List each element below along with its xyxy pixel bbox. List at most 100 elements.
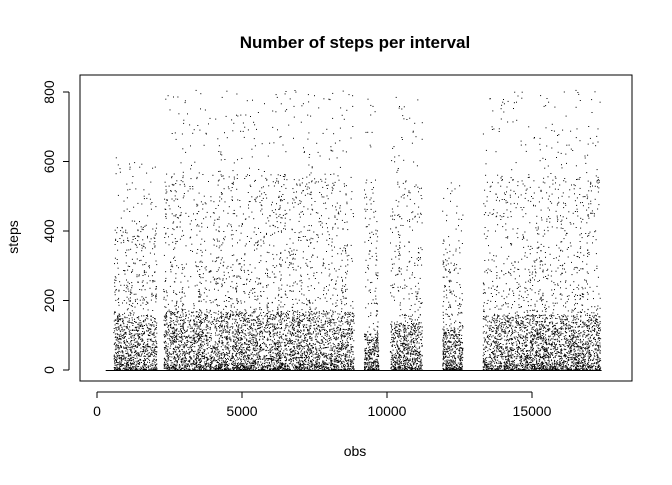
data-point [238, 340, 239, 341]
data-point [135, 334, 136, 335]
data-point [351, 362, 352, 363]
data-point [335, 311, 336, 312]
data-point [264, 330, 265, 331]
data-point [117, 227, 118, 228]
data-point [227, 326, 228, 327]
data-point [291, 334, 292, 335]
data-point [173, 351, 174, 352]
data-point [178, 359, 179, 360]
data-point [319, 363, 320, 364]
data-point [232, 364, 233, 365]
data-point [132, 357, 133, 358]
data-point [266, 355, 267, 356]
data-point [254, 320, 255, 321]
data-point [114, 369, 115, 370]
data-point [253, 312, 254, 313]
data-point [259, 355, 260, 356]
data-point [292, 365, 293, 366]
data-point [141, 355, 142, 356]
data-point [352, 361, 353, 362]
data-point [261, 324, 262, 325]
data-point [335, 359, 336, 360]
data-point [349, 357, 350, 358]
data-point [285, 353, 286, 354]
data-point [119, 305, 120, 306]
data-point [195, 326, 196, 327]
data-point [314, 328, 315, 329]
data-point [187, 337, 188, 338]
data-point [194, 339, 195, 340]
data-point [306, 335, 307, 336]
data-point [114, 343, 115, 344]
data-point [347, 366, 348, 367]
data-point [129, 345, 130, 346]
data-point [323, 337, 324, 338]
data-point [128, 367, 129, 368]
data-point [334, 333, 335, 334]
data-point [324, 324, 325, 325]
data-point [313, 332, 314, 333]
data-point [209, 370, 210, 371]
data-point [193, 364, 194, 365]
data-point [285, 345, 286, 346]
data-point [151, 209, 152, 210]
data-point [330, 367, 331, 368]
data-point [217, 356, 218, 357]
data-point [204, 362, 205, 363]
data-point [211, 317, 212, 318]
data-point [289, 318, 290, 319]
data-point [154, 247, 155, 248]
data-point [193, 355, 194, 356]
data-point [345, 349, 346, 350]
data-point [181, 362, 182, 363]
data-point [175, 359, 176, 360]
data-point [117, 359, 118, 360]
data-point [326, 364, 327, 365]
data-point [266, 346, 267, 347]
data-point [193, 351, 194, 352]
data-point [130, 297, 131, 298]
data-point [247, 347, 248, 348]
data-point [253, 349, 254, 350]
data-point [115, 327, 116, 328]
data-point [309, 290, 310, 291]
data-point [271, 362, 272, 363]
data-point [197, 271, 198, 272]
data-point [306, 345, 307, 346]
data-point [332, 347, 333, 348]
data-point [127, 328, 128, 329]
data-point [142, 370, 143, 371]
data-point [257, 345, 258, 346]
data-point [218, 368, 219, 369]
data-point [151, 316, 152, 317]
data-point [253, 324, 254, 325]
data-point [128, 249, 129, 250]
data-point [209, 347, 210, 348]
data-point [190, 342, 191, 343]
data-point [168, 367, 169, 368]
data-point [345, 336, 346, 337]
data-point [128, 266, 129, 267]
data-point [235, 347, 236, 348]
data-point [339, 354, 340, 355]
data-point [290, 358, 291, 359]
data-point [339, 351, 340, 352]
data-point [197, 370, 198, 371]
data-point [184, 346, 185, 347]
data-point [127, 349, 128, 350]
data-point [292, 355, 293, 356]
data-point [143, 349, 144, 350]
data-point [132, 335, 133, 336]
data-point [172, 362, 173, 363]
data-point [153, 352, 154, 353]
data-point [266, 322, 267, 323]
data-point [203, 336, 204, 337]
data-point [335, 359, 336, 360]
data-point [334, 351, 335, 352]
data-point [131, 344, 132, 345]
data-point [223, 330, 224, 331]
data-point [187, 369, 188, 370]
data-point [117, 355, 118, 356]
data-point [318, 369, 319, 370]
data-point [332, 314, 333, 315]
